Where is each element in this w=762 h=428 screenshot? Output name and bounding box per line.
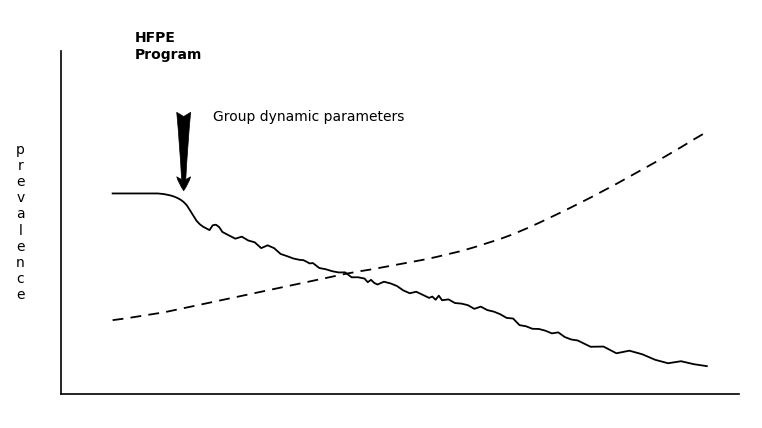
Text: p
r
e
v
a
l
e
n
c
e: p r e v a l e n c e [16,143,24,303]
Text: HFPE
Program: HFPE Program [135,31,203,62]
Text: Group dynamic parameters: Group dynamic parameters [213,110,404,124]
